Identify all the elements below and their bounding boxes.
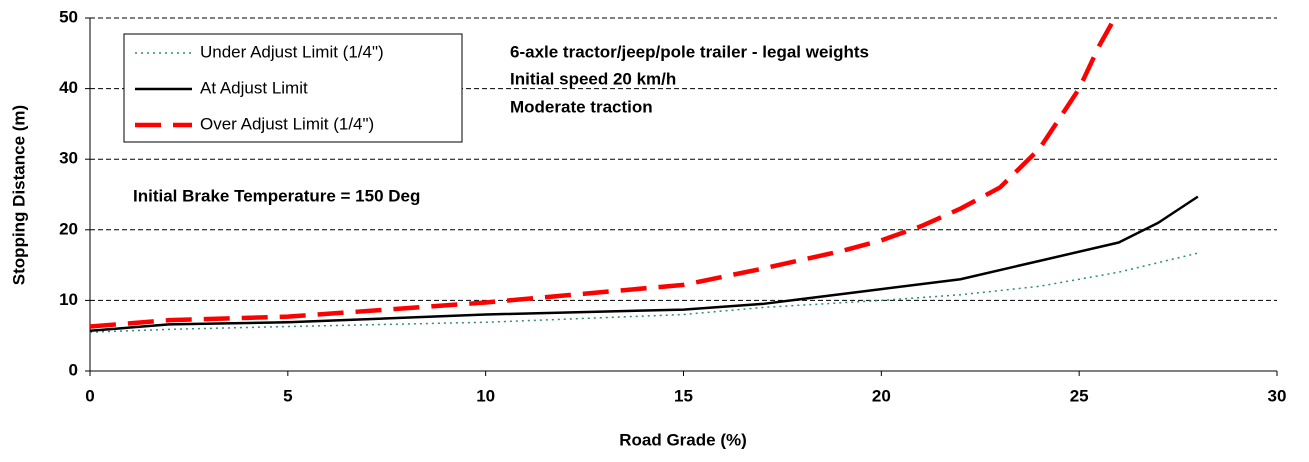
x-tick-label: 30 (1268, 386, 1287, 405)
y-tick-label: 40 (59, 78, 78, 97)
plot-area (90, 18, 1199, 333)
annotation: Initial speed 20 km/h (510, 69, 676, 88)
y-tick-label: 20 (59, 219, 78, 238)
x-tick-label: 15 (674, 386, 693, 405)
line-series (90, 252, 1199, 333)
line-series (90, 195, 1199, 333)
y-tick-label: 30 (59, 149, 78, 168)
y-tick-label: 0 (69, 360, 78, 379)
annotation: 6-axle tractor/jeep/pole trailer - legal… (510, 42, 869, 61)
legend-label: Over Adjust Limit (1/4") (200, 114, 374, 133)
line-series (90, 18, 1117, 329)
y-tick-label: 50 (59, 7, 78, 26)
x-axis-title: Road Grade (%) (619, 430, 747, 449)
y-axis-title: Stopping Distance (m) (9, 105, 28, 285)
annotation: Moderate traction (510, 97, 653, 116)
x-tick-label: 25 (1070, 386, 1089, 405)
legend-label: Under Adjust Limit (1/4") (200, 42, 384, 61)
legend-label: At Adjust Limit (200, 78, 308, 97)
x-tick-label: 20 (872, 386, 891, 405)
x-tick-label: 5 (283, 386, 292, 405)
y-tick-label: 10 (59, 290, 78, 309)
annotation: Initial Brake Temperature = 150 Deg (133, 186, 420, 205)
x-tick-label: 10 (476, 386, 495, 405)
x-tick-label: 0 (85, 386, 94, 405)
